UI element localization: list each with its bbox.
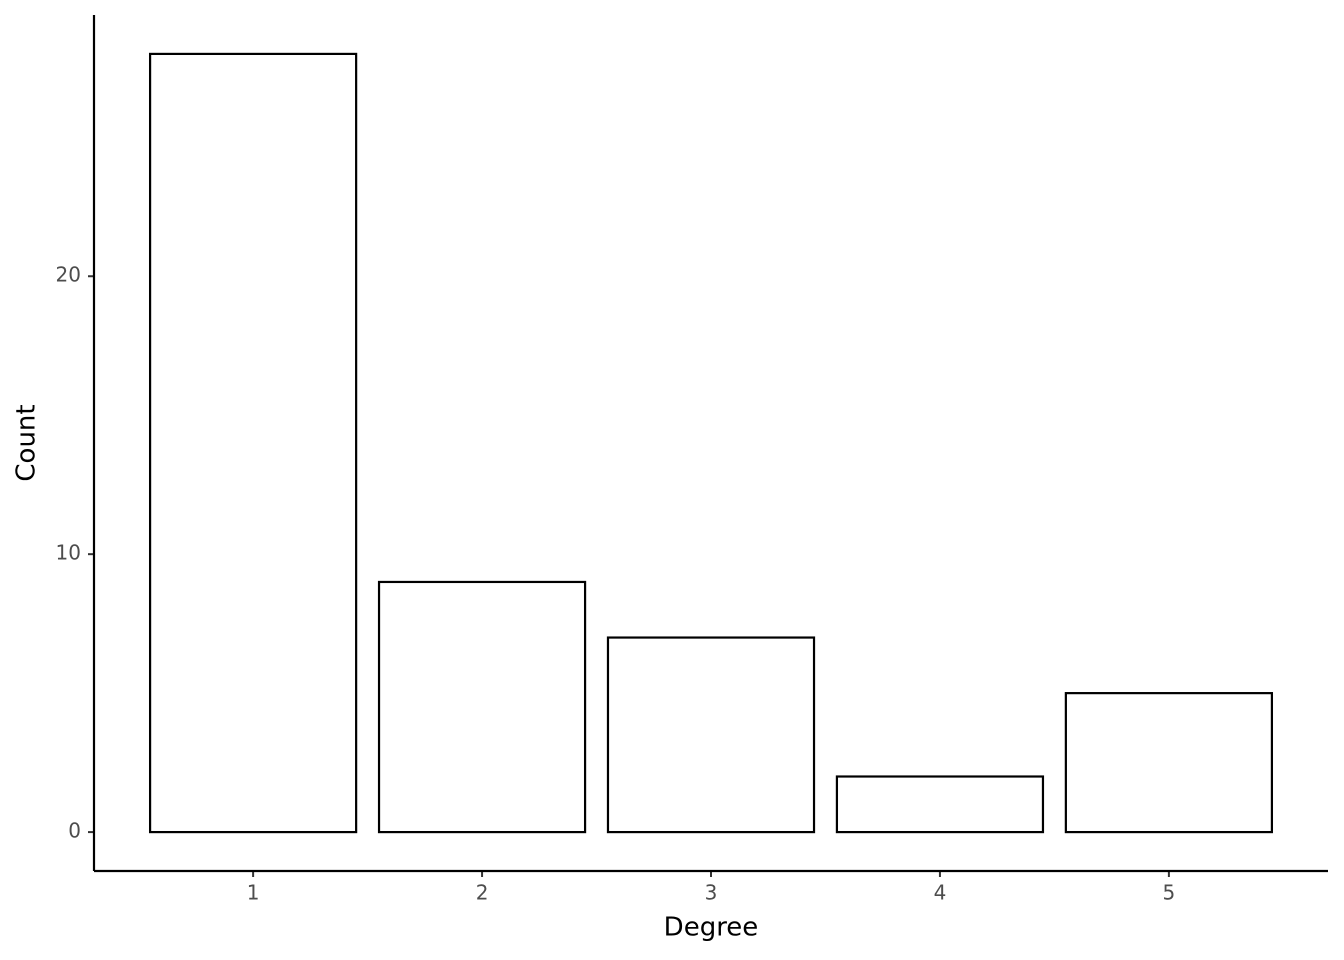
y-tick-label: 10 <box>56 541 81 565</box>
x-tick-label: 5 <box>1163 881 1176 905</box>
x-tick-label: 4 <box>934 881 947 905</box>
x-tick-label: 3 <box>705 881 718 905</box>
x-tick-label: 2 <box>476 881 489 905</box>
x-axis-title: Degree <box>664 913 759 943</box>
y-tick-label: 20 <box>56 263 81 287</box>
bar <box>377 580 587 834</box>
y-tick-label: 0 <box>68 819 81 843</box>
x-tick-label: 1 <box>247 881 260 905</box>
bar <box>148 52 358 834</box>
bar <box>1064 692 1274 834</box>
y-axis-title: Count <box>12 404 42 481</box>
bar <box>606 636 816 834</box>
bar <box>835 775 1045 834</box>
